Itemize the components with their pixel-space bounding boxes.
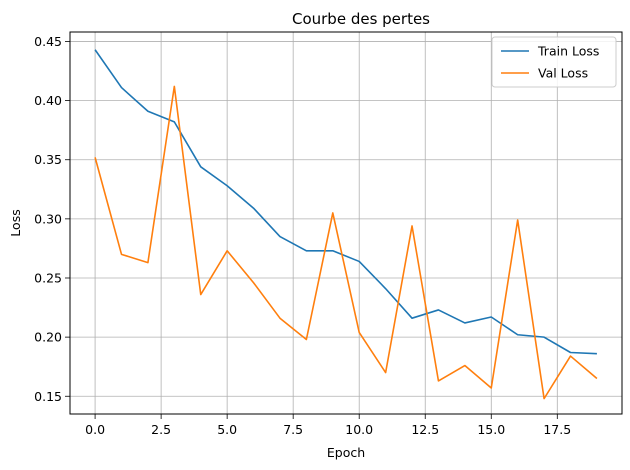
x-axis-ticks: 0.0 2.5 5.0 7.5 10.0 12.5 15.0 17.5: [85, 414, 571, 437]
x-tick-label: 5.0: [217, 422, 237, 437]
y-tick-label: 0.45: [34, 34, 62, 49]
y-axis-ticks: 0.15 0.20 0.25 0.30 0.35 0.40 0.45: [34, 34, 70, 404]
series-line-1: [94, 85, 598, 400]
legend-box: [491, 36, 617, 88]
chart-title: Courbe des pertes: [292, 10, 430, 28]
x-tick-label: 12.5: [411, 422, 439, 437]
y-tick-label: 0.15: [34, 389, 62, 404]
legend-label-1: Val Loss: [538, 66, 588, 81]
x-tick-label: 7.5: [283, 422, 303, 437]
y-tick-label: 0.35: [34, 152, 62, 167]
x-tick-label: 0.0: [85, 422, 105, 437]
x-tick-label: 2.5: [151, 422, 171, 437]
y-tick-label: 0.30: [34, 211, 62, 226]
legend-label-0: Train Loss: [537, 44, 599, 59]
x-tick-label: 10.0: [345, 422, 373, 437]
y-tick-label: 0.40: [34, 93, 62, 108]
plot-area-frame: [69, 31, 623, 415]
y-tick-label: 0.25: [34, 270, 62, 285]
legend: Train Loss Val Loss: [491, 36, 617, 88]
grid-lines: [70, 32, 622, 414]
y-axis-label: Loss: [8, 209, 23, 236]
series-lines: [94, 49, 598, 400]
x-axis-label: Epoch: [327, 445, 365, 460]
x-tick-label: 17.5: [543, 422, 571, 437]
series-line-0: [94, 49, 597, 355]
x-tick-label: 15.0: [477, 422, 505, 437]
y-tick-label: 0.20: [34, 330, 62, 345]
